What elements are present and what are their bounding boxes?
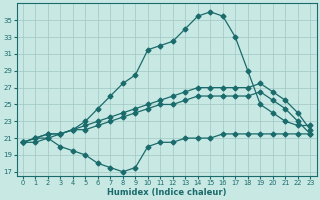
X-axis label: Humidex (Indice chaleur): Humidex (Indice chaleur)	[107, 188, 226, 197]
